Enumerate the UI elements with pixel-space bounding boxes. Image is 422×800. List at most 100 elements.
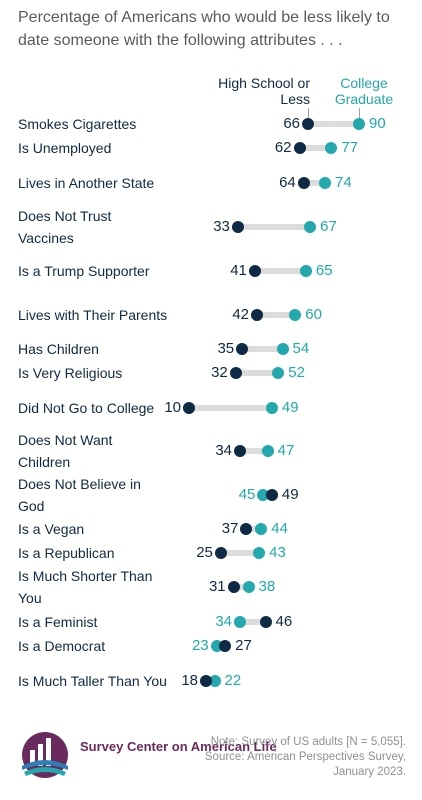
row-label: Does Not Want Children <box>18 432 113 470</box>
high-school-value: 42 <box>232 306 249 323</box>
connector-bar <box>233 584 249 590</box>
row-label: Is a Vegan <box>18 521 85 537</box>
footnote-line-1: Note: Survey of US adults [N = 5,055]. <box>210 736 406 748</box>
college-value: 54 <box>292 340 310 357</box>
high-school-value: 46 <box>275 613 293 630</box>
high-school-value: 25 <box>196 544 213 561</box>
college-value: 34 <box>215 613 232 630</box>
high-school-value: 37 <box>221 520 239 537</box>
college-value: 47 <box>277 442 295 459</box>
college-value: 44 <box>271 520 288 537</box>
high-school-value: 32 <box>211 364 228 381</box>
college-value: 45 <box>238 486 256 503</box>
row-label: Is Unemployed <box>18 140 112 156</box>
high-school-dot <box>251 309 263 321</box>
college-dot <box>255 523 268 535</box>
row-label: Is a Democrat <box>18 638 106 654</box>
high-school-dot <box>234 445 246 457</box>
college-dot <box>272 367 285 379</box>
footnote-line-3: January 2023. <box>333 766 406 778</box>
college-value: 74 <box>335 174 352 191</box>
high-school-dot <box>231 221 244 233</box>
high-school-value: 18 <box>181 672 198 689</box>
college-dot <box>261 445 274 457</box>
high-school-dot <box>248 265 261 277</box>
connector-bar <box>246 526 262 532</box>
college-dot <box>276 343 289 355</box>
connector-bar <box>254 268 306 274</box>
college-dot <box>265 402 278 414</box>
row-label: Is Very Religious <box>18 365 123 381</box>
chart-title: Percentage of Americans who would be les… <box>18 9 390 49</box>
connector-bar <box>240 448 268 454</box>
college-value: 67 <box>320 218 337 235</box>
row-label: Lives with Their Parents <box>18 307 168 323</box>
high-school-value: 41 <box>230 262 247 279</box>
connector-bar <box>189 405 272 411</box>
college-value: 22 <box>224 672 242 689</box>
legend-college-graduate: College Graduate <box>334 75 394 107</box>
row-label: Is a Feminist <box>18 614 98 630</box>
footnote-line-2: Source: American Perspectives Survey, <box>204 751 406 763</box>
survey-center-logo <box>22 732 68 778</box>
college-value: 38 <box>258 578 276 595</box>
connector-bar <box>220 550 260 556</box>
high-school-dot <box>227 581 240 593</box>
college-dot <box>353 118 365 130</box>
college-value: 90 <box>369 115 386 132</box>
row-label: Has Children <box>18 341 99 357</box>
college-value: 77 <box>341 139 359 156</box>
row-label: Does Not Believe in God <box>18 476 141 514</box>
row-label: Is a Republican <box>18 545 115 561</box>
college-value: 52 <box>288 364 305 381</box>
college-value: 65 <box>315 262 333 279</box>
row-label: Is Much Shorter Than You <box>18 568 153 606</box>
logo-text: Survey Center on American Life <box>80 739 277 754</box>
connector-bar <box>257 312 296 318</box>
college-dot <box>319 177 331 189</box>
high-school-dot <box>293 142 306 154</box>
high-school-dot <box>236 343 249 355</box>
row-label: Did Not Go to College <box>18 400 155 416</box>
high-school-value: 33 <box>213 218 230 235</box>
high-school-value: 31 <box>208 578 226 595</box>
row-label: Smokes Cigarettes <box>18 116 137 132</box>
high-school-dot <box>265 489 278 501</box>
row-label: Is Much Taller Than You <box>18 673 167 689</box>
connector-bar <box>240 619 266 625</box>
high-school-value: 27 <box>235 637 252 654</box>
high-school-value: 49 <box>281 486 299 503</box>
connector-bar <box>235 370 279 376</box>
high-school-dot <box>259 616 272 628</box>
high-school-value: 34 <box>215 442 232 459</box>
college-value: 60 <box>305 306 322 323</box>
connector-bar <box>303 180 325 186</box>
dumbbell-chart: Smokes Cigarettes 66 90 Is Unemployed 62 77 Li… <box>18 115 386 689</box>
high-school-value: 66 <box>283 115 300 132</box>
college-dot <box>242 581 255 593</box>
legend-high-school: High School or Less <box>218 75 310 107</box>
high-school-value: 64 <box>279 174 296 191</box>
footnote: Note: Survey of US adults [N = 5,055]. S… <box>176 735 406 780</box>
college-dot <box>304 221 317 233</box>
connector-bar <box>237 224 311 230</box>
college-dot <box>325 142 338 154</box>
legend-line-high-school <box>308 108 309 118</box>
college-value: 23 <box>191 637 209 654</box>
high-school-dot <box>297 177 310 189</box>
college-dot <box>234 616 246 628</box>
row-label: Lives in Another State <box>18 175 155 191</box>
high-school-value: 35 <box>217 340 235 357</box>
high-school-dot <box>302 118 314 130</box>
college-value: 43 <box>269 544 286 561</box>
row-label: Is a Trump Supporter <box>18 263 150 279</box>
college-dot <box>253 547 266 559</box>
high-school-dot <box>219 640 232 652</box>
high-school-value: 62 <box>274 139 292 156</box>
high-school-dot <box>214 547 227 559</box>
high-school-dot <box>229 367 242 379</box>
high-school-dot <box>183 402 195 414</box>
high-school-dot <box>240 523 253 535</box>
row-label: Does Not Trust Vaccines <box>18 208 112 246</box>
connector-bar <box>242 346 283 352</box>
